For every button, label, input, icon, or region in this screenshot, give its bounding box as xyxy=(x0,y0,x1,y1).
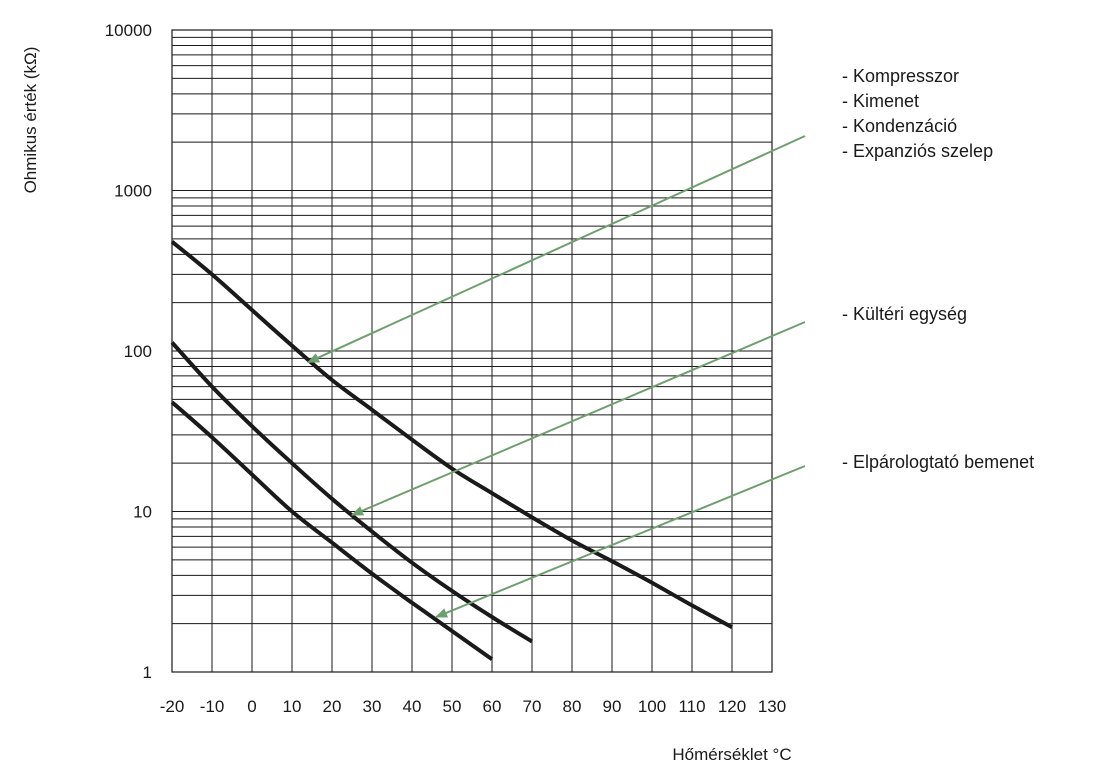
x-tick-label: 130 xyxy=(758,697,786,716)
y-tick-label: 1 xyxy=(143,663,152,682)
annotation-arrows xyxy=(307,135,806,618)
x-tick-label: 30 xyxy=(363,697,382,716)
annotation-label: - Expanziós szelep xyxy=(842,141,993,161)
x-tick-label: 120 xyxy=(718,697,746,716)
annotation-label: - Kültéri egység xyxy=(842,304,967,324)
x-tick-label: 20 xyxy=(323,697,342,716)
tick-labels: -20 -10 0 10 20 30 40 50 60 70 80 90 100 110 120 130110… xyxy=(105,21,786,716)
plot-frame xyxy=(171,29,773,673)
x-tick-label: 90 xyxy=(603,697,622,716)
x-tick-label: 70 xyxy=(523,697,542,716)
x-tick-label: 0 xyxy=(247,697,256,716)
series-line-2 xyxy=(170,341,534,644)
x-tick-label: 50 xyxy=(443,697,462,716)
y-tick-label: 10 xyxy=(133,503,152,522)
y-tick-label: 100 xyxy=(124,342,152,361)
annotation-arrow xyxy=(435,465,806,618)
x-tick-label: -20 xyxy=(160,697,185,716)
x-tick-label: 110 xyxy=(678,697,705,716)
annotation-label: - Kimenet xyxy=(842,91,919,111)
x-tick-label: 100 xyxy=(638,697,666,716)
x-tick-label: 40 xyxy=(403,697,422,716)
y-axis-label: Ohmikus érték (kΩ) xyxy=(21,47,40,194)
annotation-label: - Elpárologtató bemenet xyxy=(842,452,1034,472)
annotation-label: - Kompresszor xyxy=(842,66,959,86)
annotation-labels: - Kompresszor - Kimenet - Kondenzáció - Exp… xyxy=(842,66,1034,472)
series-line-3 xyxy=(170,400,494,661)
grid xyxy=(171,29,773,673)
annotation-arrow xyxy=(307,135,806,364)
x-tick-label: 10 xyxy=(283,697,302,716)
annotation-arrow xyxy=(351,321,806,516)
x-tick-label: 80 xyxy=(563,697,582,716)
x-axis-label: Hőmérséklet °C xyxy=(672,745,791,764)
y-tick-label: 10000 xyxy=(105,21,152,40)
series-line-1 xyxy=(170,240,733,630)
x-tick-label: -10 xyxy=(200,697,225,716)
x-tick-label: 60 xyxy=(483,697,502,716)
y-tick-label: 1000 xyxy=(114,182,152,201)
annotation-label: - Kondenzáció xyxy=(842,116,957,136)
